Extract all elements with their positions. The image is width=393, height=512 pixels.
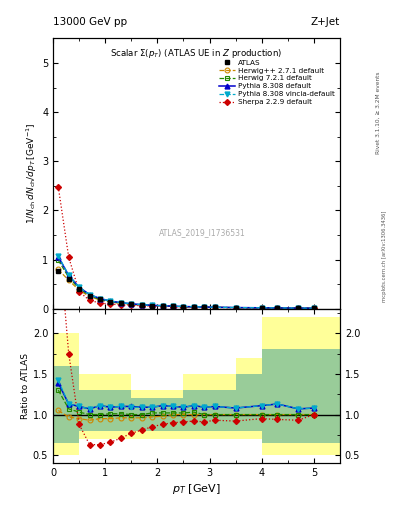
Text: Z+Jet: Z+Jet: [311, 16, 340, 27]
Text: Scalar $\Sigma(p_T)$ (ATLAS UE in $Z$ production): Scalar $\Sigma(p_T)$ (ATLAS UE in $Z$ pr…: [110, 47, 283, 59]
Legend: ATLAS, Herwig++ 2.7.1 default, Herwig 7.2.1 default, Pythia 8.308 default, Pythi: ATLAS, Herwig++ 2.7.1 default, Herwig 7.…: [218, 58, 336, 106]
Text: ATLAS_2019_I1736531: ATLAS_2019_I1736531: [159, 229, 246, 238]
X-axis label: $p_T$ [GeV]: $p_T$ [GeV]: [172, 482, 221, 497]
Text: 13000 GeV pp: 13000 GeV pp: [53, 16, 127, 27]
Y-axis label: $1/N_{\rm ch}\,dN_{\rm ch}/dp_T\,[\rm GeV^{-1}]$: $1/N_{\rm ch}\,dN_{\rm ch}/dp_T\,[\rm Ge…: [25, 123, 39, 224]
Text: mcplots.cern.ch [arXiv:1306.3436]: mcplots.cern.ch [arXiv:1306.3436]: [382, 210, 387, 302]
Y-axis label: Ratio to ATLAS: Ratio to ATLAS: [21, 353, 30, 419]
Text: Rivet 3.1.10, ≥ 3.2M events: Rivet 3.1.10, ≥ 3.2M events: [376, 71, 381, 154]
